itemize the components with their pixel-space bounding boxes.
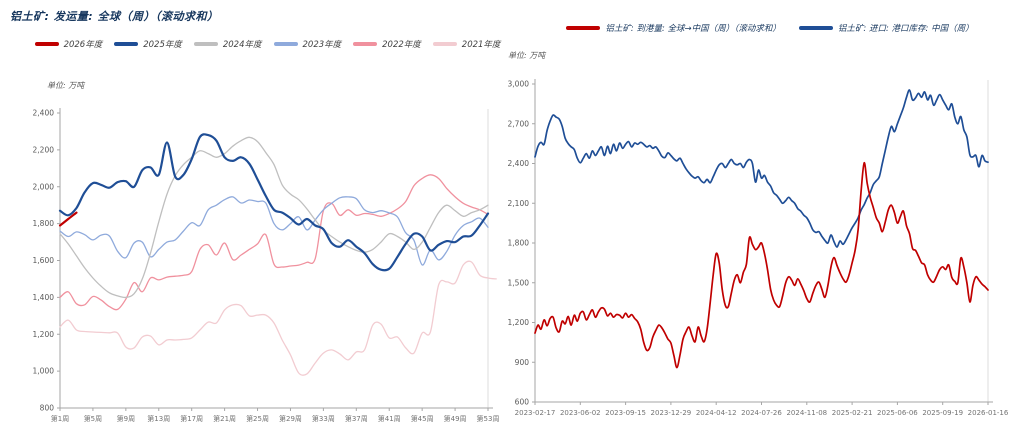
series-line (58, 211, 78, 227)
x-tick-label: 第49周 (444, 414, 467, 423)
x-tick-label: 第1周 (51, 414, 69, 423)
x-tick-label: 2026-01-16 (968, 409, 1009, 417)
y-tick-label: 2,000 (33, 182, 55, 191)
legend-label: 2025年度 (143, 40, 182, 50)
legend-item-4[interactable]: 2023年度 (273, 38, 342, 50)
x-tick-label: 2025-09-19 (922, 409, 963, 417)
legend-swatch (798, 26, 833, 30)
y-tick-label: 1,500 (508, 278, 530, 287)
x-tick-label: 2024-11-08 (786, 409, 827, 417)
legend-swatch (34, 42, 59, 46)
legend-swatch (566, 26, 601, 30)
x-tick-label: 第29周 (279, 414, 302, 423)
x-tick-label: 第17周 (180, 414, 203, 423)
legend-label: 铝土矿: 进口: 港口库存: 中国（周） (837, 24, 974, 34)
x-tick-label: 2023-06-02 (560, 409, 601, 417)
x-tick-label: 第21周 (213, 414, 236, 423)
legend-label: 2023年度 (302, 40, 342, 50)
y-tick-label: 1,800 (33, 219, 55, 228)
x-tick-label: 2023-09-15 (605, 409, 646, 417)
y-tick-label: 800 (40, 404, 55, 413)
y-tick-label: 600 (515, 398, 530, 407)
x-tick-label: 第41周 (378, 414, 401, 423)
series-line (59, 136, 489, 299)
y-tick-label: 1,200 (508, 318, 530, 327)
x-tick-label: 第5周 (84, 414, 102, 423)
legend-swatch (273, 42, 298, 46)
page-title: 铝土矿: 发运量: 全球（周）（滚动求和） (10, 10, 219, 23)
y-tick-label: 1,600 (33, 256, 55, 265)
x-tick-label: 2023-12-29 (651, 409, 692, 417)
legend-label: 2022年度 (382, 40, 421, 50)
legend-label: 2021年度 (461, 40, 501, 50)
y-tick-label: 2,200 (33, 145, 55, 154)
x-tick-label: 第25周 (246, 414, 269, 423)
legend-item-3[interactable]: 2024年度 (193, 38, 262, 50)
y-tick-label: 3,000 (508, 80, 530, 89)
left-chart: 800 1,000 1,200 1,400 1,600 1,800 2,000 2,200 2,… (33, 108, 500, 423)
x-tick-label: 2025-02-21 (832, 409, 873, 417)
y-tick-label: 1,200 (33, 330, 55, 339)
x-tick-label: 第45周 (411, 414, 434, 423)
x-tick-label: 2025-06-06 (877, 409, 918, 417)
x-tick-label: 第33周 (312, 414, 335, 423)
legend-label: 2026年度 (63, 40, 103, 50)
legend-item-6[interactable]: 2021年度 (432, 38, 501, 50)
y-tick-label: 900 (515, 358, 530, 367)
legend-item-2[interactable]: 2025年度 (114, 38, 182, 50)
right-unit-label: 单位: 万吨 (508, 51, 546, 60)
series-line (534, 89, 989, 248)
x-tick-label: 2023-02-17 (515, 409, 556, 417)
series-line (59, 260, 497, 376)
y-tick-label: 2,400 (508, 159, 530, 168)
legend-swatch (353, 42, 378, 46)
legend-label: 2024年度 (222, 40, 262, 50)
x-tick-label: 第9周 (117, 414, 135, 423)
legend-item-1[interactable]: 2026年度 (34, 38, 103, 50)
legend-label: 铝土矿: 到港量: 全球→中国（周）（滚动求和） (605, 24, 781, 34)
x-tick-label: 2024-04-12 (696, 409, 737, 417)
right-chart: 600 900 1,200 1,500 1,800 2,100 2,400 2,700 3,00… (508, 79, 1009, 417)
x-tick-label: 第13周 (147, 414, 170, 423)
x-tick-label: 第37周 (345, 414, 368, 423)
legend-swatch (432, 42, 457, 46)
x-tick-label: 第53周 (477, 414, 500, 423)
legend-swatch (114, 42, 139, 46)
left-unit-label: 单位: 万吨 (47, 81, 85, 90)
y-tick-label: 2,700 (508, 119, 530, 128)
y-tick-label: 1,400 (33, 293, 55, 302)
legend-item-5[interactable]: 2022年度 (353, 38, 421, 50)
legend-item-1[interactable]: 铝土矿: 到港量: 全球→中国（周）（滚动求和） (566, 22, 781, 34)
legend-item-2[interactable]: 铝土矿: 进口: 港口库存: 中国（周） (798, 22, 974, 34)
series-line (59, 196, 489, 266)
right-chart-legend: 铝土矿: 到港量: 全球→中国（周）（滚动求和） 铝土矿: 进口: 港口库存: 中… (555, 22, 985, 34)
series-line (534, 161, 989, 369)
y-tick-label: 1,000 (33, 367, 55, 376)
legend-swatch (193, 42, 218, 46)
left-chart-legend: 2026年度 2025年度 2024年度 2023年度 2022年度 2021年度 (34, 38, 500, 50)
x-tick-label: 2024-07-26 (741, 409, 782, 417)
series-line (58, 133, 490, 272)
y-tick-label: 2,100 (508, 199, 530, 208)
y-tick-label: 1,800 (508, 239, 530, 248)
y-tick-label: 2,400 (33, 109, 55, 118)
series-line (59, 174, 489, 311)
